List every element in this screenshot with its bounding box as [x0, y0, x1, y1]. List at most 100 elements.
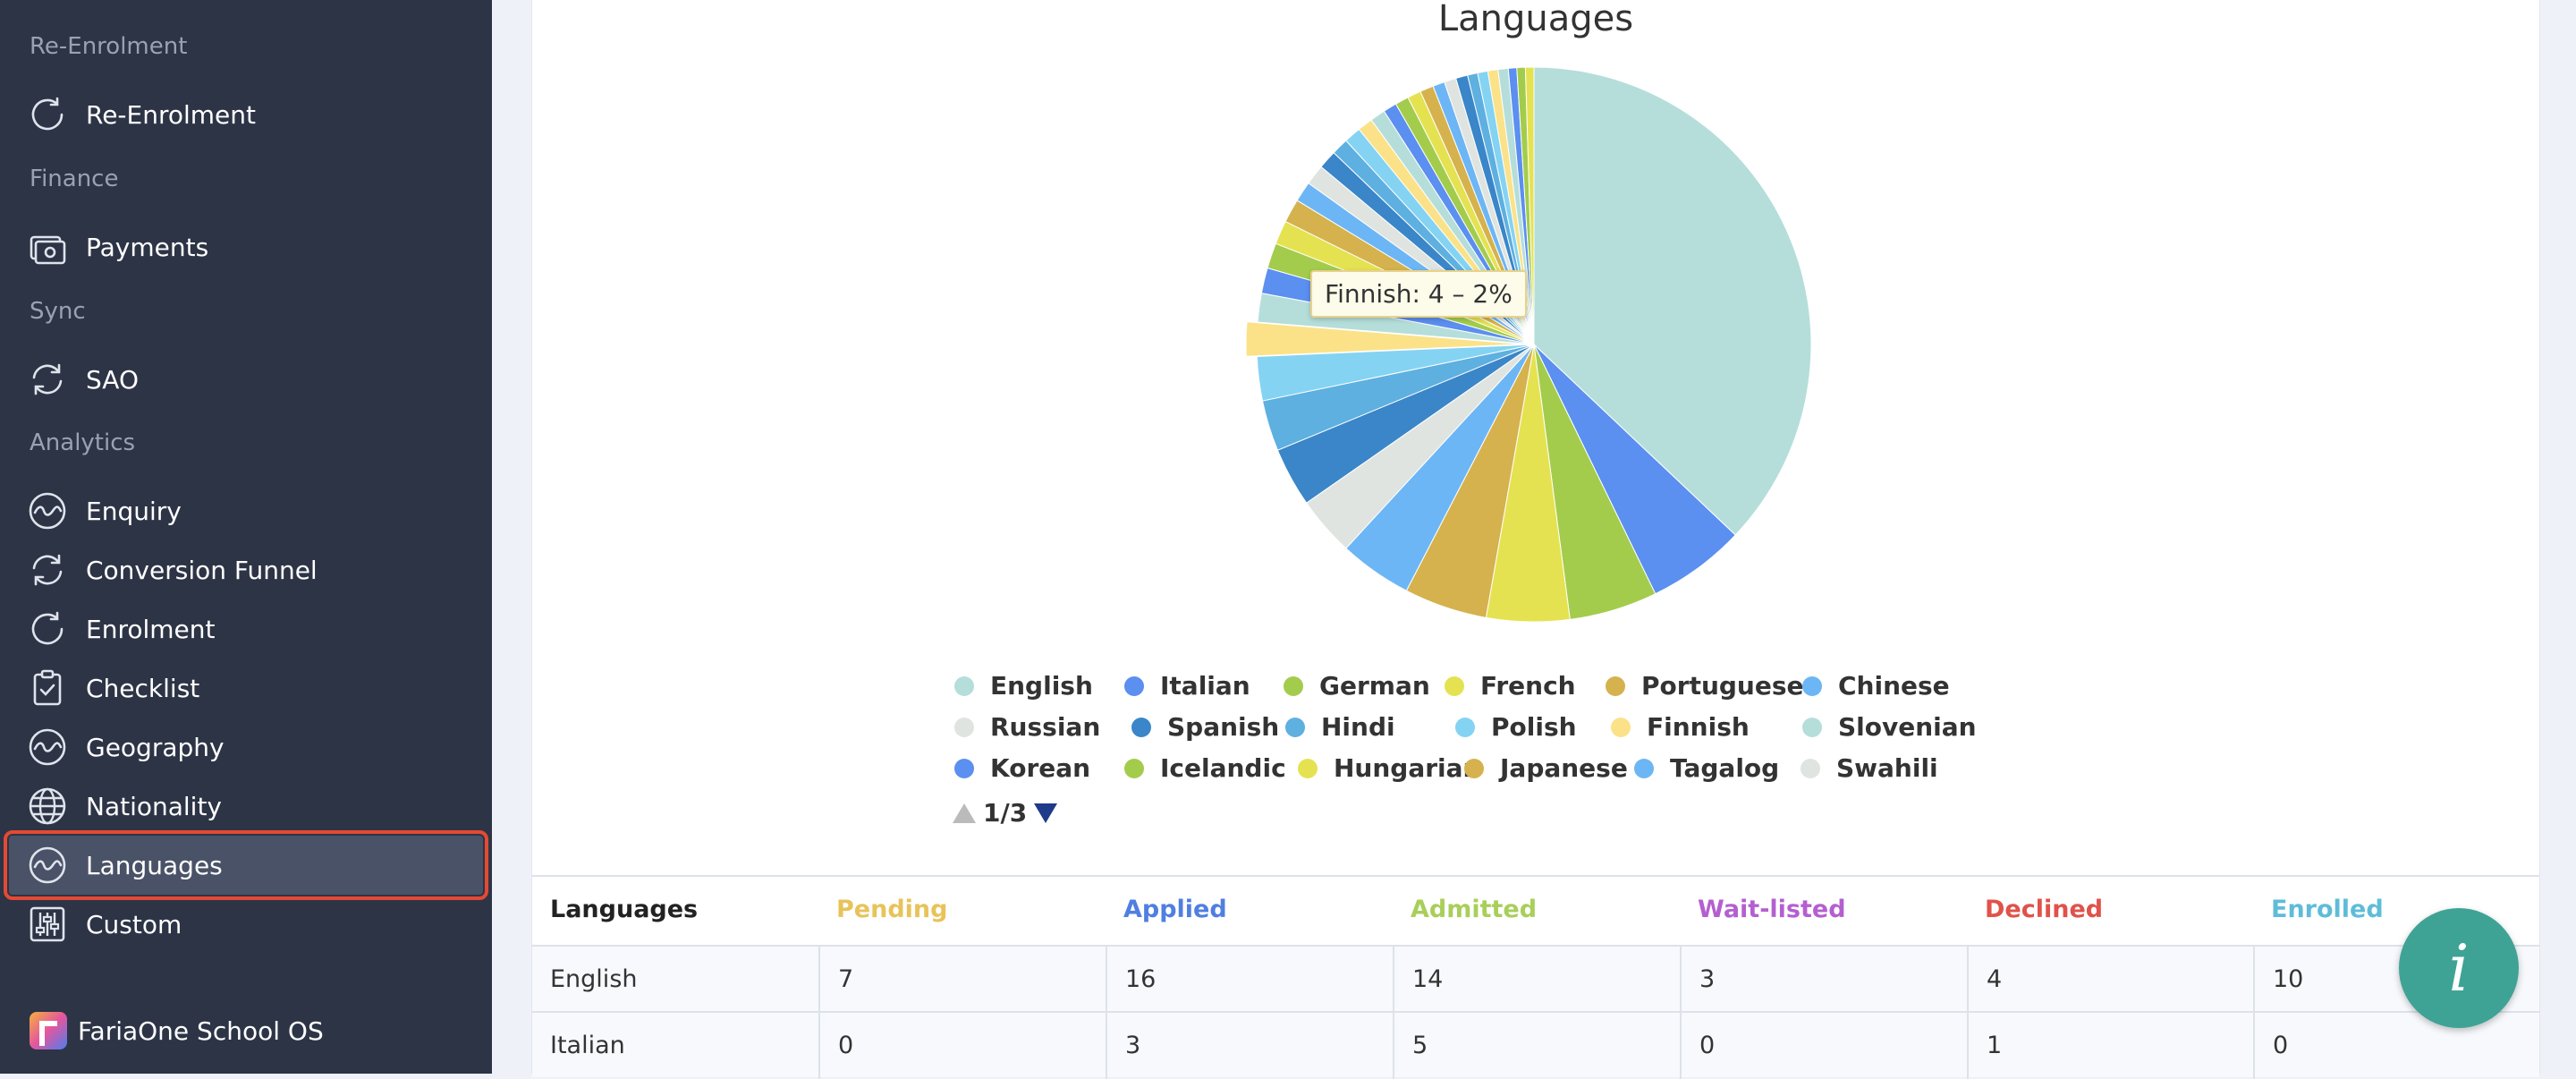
table-header-cell: Admitted	[1411, 896, 1538, 923]
legend-marker	[1634, 758, 1654, 778]
table-cell: Italian	[550, 1032, 625, 1059]
section-label-re-enrolment: Re-Enrolment	[30, 33, 188, 60]
pie-slice-other-19[interactable]	[1524, 66, 1535, 345]
table-row: Italian 0 3 5 0 1 0	[532, 1011, 2539, 1079]
refresh-icon	[27, 608, 68, 650]
legend-label: Finnish	[1647, 712, 1750, 742]
legend-marker	[1298, 758, 1318, 778]
legend-label: Korean	[990, 753, 1091, 783]
sidebar-item-label: Nationality	[86, 791, 223, 821]
legend-marker	[954, 717, 974, 737]
sidebar-item-geography[interactable]: Geography	[9, 718, 483, 777]
chart-tooltip: Finnish: 4 – 2%	[1310, 270, 1527, 318]
legend-item-polish[interactable]: Polish	[1455, 712, 1577, 742]
sidebar-item-label: Enrolment	[86, 614, 216, 644]
fariaone-logo-icon	[30, 1012, 67, 1049]
sliders-icon	[27, 904, 68, 945]
legend-item-spanish[interactable]: Spanish	[1131, 712, 1279, 742]
table-header-cell: Languages	[550, 896, 699, 923]
sidebar-item-label: Payments	[86, 232, 209, 262]
legend-item-chinese[interactable]: Chinese	[1802, 671, 1950, 701]
legend-item-hindi[interactable]: Hindi	[1285, 712, 1395, 742]
legend-item-tagalog[interactable]: Tagalog	[1634, 753, 1779, 783]
table-header-cell: Declined	[1985, 896, 2104, 923]
section-label-sync: Sync	[30, 298, 86, 325]
section-label-finance: Finance	[30, 166, 119, 192]
table-cell: 16	[1106, 947, 1393, 1013]
table-cell: 5	[1393, 1013, 1680, 1079]
legend-label: Swahili	[1836, 753, 1938, 783]
legend-item-english[interactable]: English	[954, 671, 1093, 701]
table-cell: 14	[1393, 947, 1680, 1013]
sidebar-item-label: Custom	[86, 909, 182, 939]
table-header-cell: Applied	[1123, 896, 1227, 923]
legend-page-indicator: 1/3	[983, 798, 1028, 828]
table-cell: 0	[1680, 1013, 1967, 1079]
legend-item-swahili[interactable]: Swahili	[1801, 753, 1938, 783]
legend-item-russian[interactable]: Russian	[954, 712, 1100, 742]
table-row: English 7 16 14 3 4 10	[532, 945, 2539, 1013]
legend-label: Portuguese	[1641, 671, 1804, 701]
brand-name: FariaOne School OS	[78, 1015, 324, 1046]
pie-slice-polish[interactable]	[1256, 344, 1535, 402]
languages-table: Languages Pending Applied Admitted Wait-…	[532, 875, 2539, 1079]
legend-item-portuguese[interactable]: Portuguese	[1606, 671, 1804, 701]
legend-marker	[1611, 717, 1631, 737]
pager-up-icon[interactable]	[953, 803, 976, 823]
legend-marker	[1464, 758, 1484, 778]
refresh-icon	[27, 94, 68, 135]
pie-slice-finnish[interactable]	[1245, 321, 1524, 357]
legend-item-icelandic[interactable]: Icelandic	[1124, 753, 1286, 783]
sidebar-item-nationality[interactable]: Nationality	[9, 777, 483, 836]
legend-marker	[1284, 675, 1303, 696]
sidebar-item-languages[interactable]: Languages	[4, 830, 488, 900]
payments-icon	[27, 226, 68, 268]
legend-marker	[1606, 675, 1625, 696]
legend-marker	[954, 758, 974, 778]
sidebar-item-label: Languages	[86, 850, 223, 880]
sidebar-item-payments[interactable]: Payments	[9, 217, 483, 276]
brand[interactable]: FariaOne School OS	[30, 1012, 324, 1049]
legend-pager: 1/3	[953, 798, 1058, 828]
legend-marker	[1131, 717, 1151, 737]
legend-marker	[1445, 675, 1464, 696]
legend-item-japanese[interactable]: Japanese	[1464, 753, 1628, 783]
legend-label: Italian	[1160, 671, 1250, 701]
legend-item-french[interactable]: French	[1445, 671, 1576, 701]
table-cell: English	[550, 965, 638, 993]
table-header-row: Languages Pending Applied Admitted Wait-…	[532, 877, 2539, 943]
legend-label: German	[1319, 671, 1430, 701]
legend-item-italian[interactable]: Italian	[1124, 671, 1250, 701]
legend-marker	[1801, 758, 1820, 778]
sidebar-item-label: Checklist	[86, 673, 200, 703]
sidebar-item-enquiry[interactable]: Enquiry	[9, 481, 483, 540]
table-cell: 3	[1106, 1013, 1393, 1079]
legend-item-hungarian[interactable]: Hungarian	[1298, 753, 1480, 783]
sidebar-item-re-enrolment[interactable]: Re-Enrolment	[9, 85, 483, 144]
legend-item-korean[interactable]: Korean	[954, 753, 1090, 783]
main-card: Languages Finnish: 4 – 2% English Italian…	[531, 0, 2540, 1079]
table-cell: 10	[2253, 947, 2539, 1013]
table-cell: 4	[1967, 947, 2253, 1013]
legend-label: Tagalog	[1670, 753, 1780, 783]
globe-icon	[27, 786, 68, 827]
sidebar-item-label: Enquiry	[86, 496, 182, 526]
legend-item-finnish[interactable]: Finnish	[1611, 712, 1750, 742]
table-header-cell: Wait-listed	[1698, 896, 1846, 923]
pager-down-icon[interactable]	[1034, 803, 1058, 823]
table-cell: 3	[1680, 947, 1967, 1013]
sidebar-item-label: Conversion Funnel	[86, 555, 318, 585]
legend-item-german[interactable]: German	[1284, 671, 1430, 701]
sidebar-item-checklist[interactable]: Checklist	[9, 658, 483, 718]
sidebar-item-conversion-funnel[interactable]: Conversion Funnel	[9, 540, 483, 599]
legend-label: Japanese	[1500, 753, 1628, 783]
legend-item-slovenian[interactable]: Slovenian	[1802, 712, 1977, 742]
sidebar-item-custom[interactable]: Custom	[9, 895, 483, 954]
sidebar-item-enrolment[interactable]: Enrolment	[9, 599, 483, 658]
pie-slice-english[interactable]	[1533, 66, 1812, 536]
sidebar-item-sao[interactable]: SAO	[9, 350, 483, 409]
legend-marker	[954, 675, 974, 696]
legend-marker	[1455, 717, 1475, 737]
chart-title: Languages	[1437, 0, 1634, 39]
info-button[interactable]: i	[2399, 908, 2519, 1028]
